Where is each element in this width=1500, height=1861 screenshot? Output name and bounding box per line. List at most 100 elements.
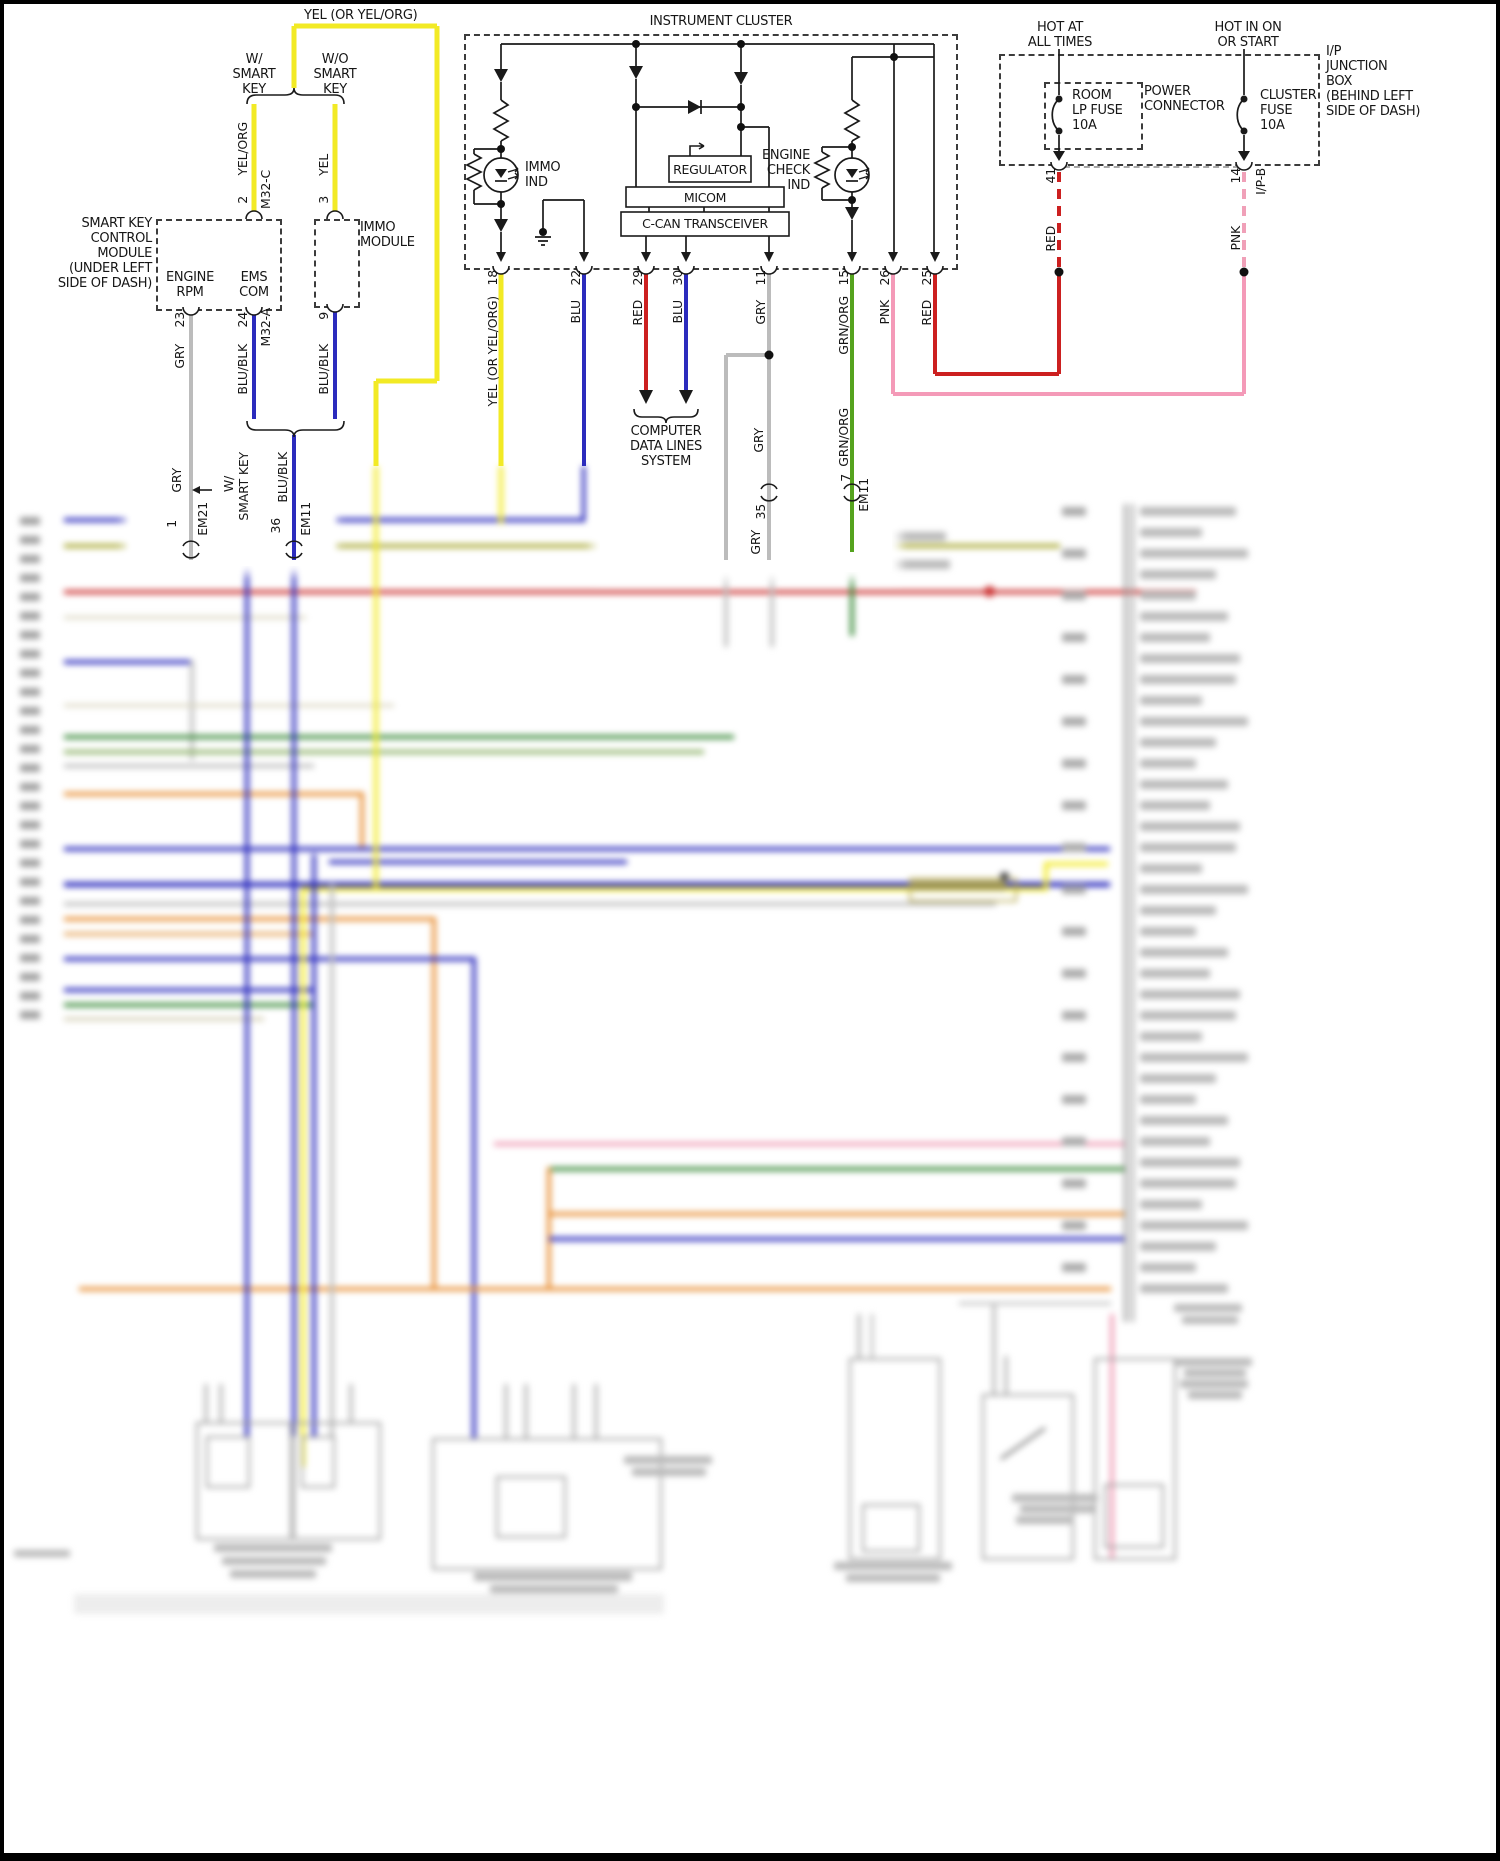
pin2-num: 2 [235, 196, 250, 204]
blurred-wire [499, 466, 503, 524]
computer-data-lines-label: COMPUTER DATA LINES SYSTEM [630, 424, 702, 469]
blurred-text [20, 916, 40, 924]
blurred-wire [79, 1287, 1111, 1291]
ip-junction-box-label: I/P JUNCTION BOX (BEHIND LEFT SIDE OF DA… [1326, 44, 1421, 119]
blurred-text [1140, 507, 1236, 516]
pin23-color: GRY [172, 344, 187, 369]
blurred-component-box [1094, 1358, 1176, 1560]
immo-module-label: IMMO MODULE [360, 220, 415, 250]
blurred-text [1140, 1200, 1202, 1209]
yel-feed-label: YEL (OR YEL/ORG) [304, 8, 418, 23]
blurred-text [1140, 1284, 1228, 1293]
blurred-text [20, 593, 40, 601]
blurred-text [1180, 1380, 1248, 1388]
blurred-text [1062, 1221, 1086, 1230]
blurred-wire [292, 560, 296, 1436]
blurred-wire [245, 518, 249, 1436]
em11-left-num: 36 [268, 518, 283, 534]
blurred-text [1062, 1095, 1086, 1104]
blurred-text [230, 1570, 316, 1578]
blurred-text [834, 1562, 952, 1570]
w-smart-key-label: W/ SMART KEY [232, 52, 276, 97]
blurred-text [20, 859, 40, 867]
blurred-component-box [862, 1504, 920, 1552]
pin41-color: RED [1043, 226, 1058, 252]
blurred-text [1140, 1221, 1248, 1230]
blurred-text [1020, 1505, 1094, 1513]
power-connector-label: POWER CONNECTOR [1144, 84, 1225, 114]
blurred-text [1140, 906, 1216, 915]
blurred-text [1016, 1516, 1074, 1524]
ems-com-label: EMS COM [239, 270, 269, 300]
blurred-text [20, 878, 40, 886]
pin30-color: BLU [670, 300, 685, 324]
blurred-text [1140, 885, 1248, 894]
blurred-wire [494, 1142, 1126, 1146]
blurred-wire [190, 660, 194, 760]
pin26-color: PNK [877, 300, 892, 325]
em21-num: 1 [164, 520, 179, 528]
blurred-wire [1044, 862, 1048, 889]
blurred-wire [870, 1314, 874, 1360]
blurred-text [1012, 1494, 1098, 1502]
blurred-wire [64, 544, 130, 548]
blurred-text [632, 1468, 706, 1476]
hot-at-all-times-label: HOT AT ALL TIMES [1027, 20, 1093, 50]
blurred-wire [724, 569, 728, 647]
gry35-color-above: GRY [751, 428, 766, 453]
blurred-text [1140, 633, 1210, 642]
em21-name: EM21 [195, 502, 210, 536]
blurred-wire [360, 792, 364, 849]
blurred-text [20, 992, 40, 1000]
blurred-text [1140, 696, 1202, 705]
blurred-component-box [849, 1358, 941, 1560]
ccan-label: C-CAN TRANSCEIVER [642, 216, 768, 231]
blurred-text [1140, 738, 1216, 747]
engine-check-ind-label: ENGINE CHECK IND [762, 148, 810, 193]
pin11-num: 11 [753, 270, 768, 286]
blurred-text [1140, 549, 1248, 558]
pin29-color: RED [630, 300, 645, 326]
blurred-text [1140, 801, 1210, 810]
blurred-text [1062, 1011, 1086, 1020]
blurred-component-box [206, 1436, 250, 1488]
blurred-text [1140, 1095, 1196, 1104]
blurred-text [1174, 1304, 1242, 1312]
gry35-num: 35 [753, 504, 768, 520]
blurred-text [20, 935, 40, 943]
blurred-text [1062, 1137, 1086, 1146]
blurred-wire [64, 917, 434, 921]
pin24-connector: M32-A [258, 308, 273, 347]
pin29-num: 29 [630, 270, 645, 286]
em21-color: GRY [169, 468, 184, 493]
wo-smart-key-label: W/O SMART KEY [313, 52, 357, 97]
blurred-text [1188, 1391, 1242, 1399]
blurred-text [1140, 1263, 1196, 1272]
smart-key-module-label: SMART KEY CONTROL MODULE (UNDER LEFT SID… [57, 216, 152, 291]
blurred-text [1062, 1179, 1086, 1188]
pin24-num: 24 [235, 312, 250, 328]
blurred-text [866, 532, 946, 541]
blurred-wire [330, 884, 334, 1436]
blurred-text [1140, 1011, 1236, 1020]
blurred-text [20, 555, 40, 563]
blurred-wire [64, 847, 1110, 851]
blurred-text [1140, 612, 1228, 621]
blurred-text [1062, 759, 1086, 768]
blurred-text [1140, 528, 1202, 537]
pin14-num: 14 [1228, 168, 1243, 184]
blurred-wire [64, 792, 362, 796]
blurred-wire [64, 518, 130, 522]
instrument-cluster-box [464, 34, 958, 270]
blurred-wire [329, 860, 627, 864]
gry35-color-below: GRY [748, 530, 763, 555]
pin30-num: 30 [670, 270, 685, 286]
blurred-wire [374, 466, 378, 889]
blurred-text [20, 650, 40, 658]
blurred-wire [850, 552, 854, 636]
blurred-wire [64, 882, 1110, 887]
blurred-wire [547, 1167, 551, 1289]
blurred-text [20, 707, 40, 715]
blurred-text [1140, 654, 1240, 663]
